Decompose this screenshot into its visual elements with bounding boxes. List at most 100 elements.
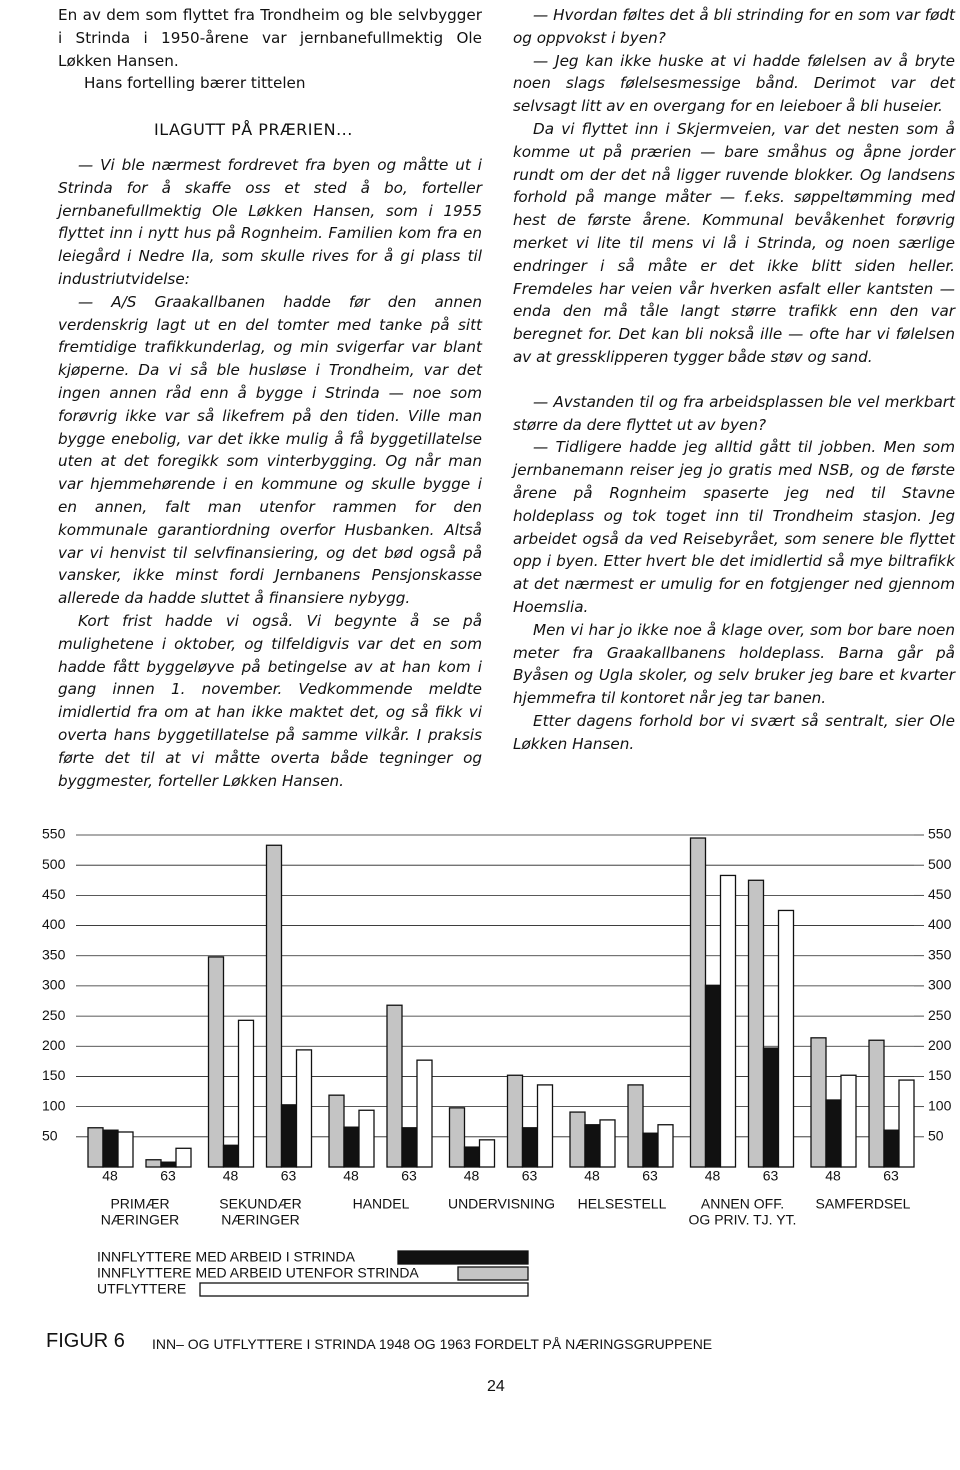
bar (237, 1019, 255, 1168)
bar (777, 909, 795, 1168)
legend-label: INNFLYTTERE MED ARBEID I STRINDA (97, 1249, 356, 1265)
y-tick-label: 100 (42, 1097, 66, 1113)
group-label: OG PRIV. TJ. YT. (689, 1212, 797, 1228)
group-label: NÆRINGER (221, 1212, 300, 1228)
y2-tick-label: 400 (928, 916, 952, 932)
figure-label: FIGUR 6 (46, 1330, 125, 1352)
bar (719, 874, 737, 1168)
intro: Hans fortelling bærer tittelen (84, 74, 306, 93)
x-tick-label: 63 (642, 1168, 658, 1184)
bar (280, 1104, 298, 1168)
right-column: — Hvordan føltes det å bli strinding for… (513, 4, 955, 756)
bar (747, 879, 765, 1168)
bar (145, 1159, 162, 1168)
y-tick-label: 300 (42, 977, 66, 993)
group-label: NÆRINGER (101, 1212, 180, 1228)
bar (175, 1147, 192, 1168)
group-label: HANDEL (353, 1196, 410, 1212)
y2-tick-label: 450 (928, 886, 952, 902)
group-label: ANNEN OFF. (701, 1196, 784, 1212)
legend-swatch (397, 1250, 529, 1265)
bar (627, 1084, 644, 1168)
bar (401, 1127, 418, 1168)
left-column: En av dem som flyttet fra Trondheim og b… (58, 4, 482, 792)
group-label: UNDERVISNING (448, 1196, 555, 1212)
legend-label: INNFLYTTERE MED ARBEID UTENFOR STRINDA (97, 1265, 419, 1281)
x-tick-label: 48 (102, 1168, 118, 1184)
bar (810, 1037, 827, 1168)
y2-tick-label: 150 (928, 1067, 952, 1083)
y2-tick-label: 100 (928, 1097, 952, 1113)
chart: 50 100 150 200 250 300 350 400 450 500 550 50 100 150… (42, 826, 952, 1297)
y-tick-label: 350 (42, 946, 66, 962)
paragraph: — Tidligere hadde jeg alltid gått til jo… (513, 438, 955, 616)
bar (506, 1074, 524, 1168)
paragraph: Men vi har jo ikke noe å klage over, som… (513, 620, 955, 708)
x-tick-label: 63 (401, 1168, 417, 1184)
y2-tick-label: 300 (928, 977, 952, 993)
y-tick-label: 150 (42, 1067, 66, 1083)
y-tick-label: 450 (42, 886, 66, 902)
x-tick-label: 48 (343, 1168, 359, 1184)
group-label: PRIMÆR (110, 1196, 169, 1212)
x-tick-label: 48 (223, 1168, 239, 1184)
legend-swatch (457, 1266, 529, 1281)
x-tick-label: 48 (464, 1168, 480, 1184)
bar (102, 1129, 119, 1168)
bar (160, 1161, 177, 1168)
paragraph: — Avstanden til og fra arbeidsplassen bl… (513, 392, 955, 434)
x-tick-label: 48 (705, 1168, 721, 1184)
bar (883, 1129, 900, 1168)
bar (599, 1119, 616, 1168)
bar (642, 1132, 659, 1168)
paragraph: — Vi ble nærmest fordrevet fra byen og m… (58, 155, 482, 288)
bar (825, 1099, 842, 1168)
bar (416, 1059, 433, 1168)
bar (328, 1094, 345, 1168)
x-tick-label: 63 (160, 1168, 176, 1184)
bar (386, 1004, 403, 1168)
bar (704, 984, 722, 1168)
paragraph: — Hvordan føltes det å bli strinding for… (513, 6, 955, 47)
x-tick-label: 48 (584, 1168, 600, 1184)
x-tick-label: 63 (763, 1168, 779, 1184)
y-tick-label: 550 (42, 826, 66, 842)
group-label: SAMFERDSEL (816, 1196, 911, 1212)
y-tick-label: 250 (42, 1007, 66, 1023)
bar (222, 1144, 240, 1168)
bar (117, 1131, 134, 1168)
bar (295, 1049, 313, 1168)
y2-tick-label: 350 (928, 946, 952, 962)
x-tick-label: 63 (883, 1168, 899, 1184)
legend-label: UTFLYTTERE (97, 1281, 186, 1297)
x-tick-label: 63 (281, 1168, 297, 1184)
y2-tick-label: 200 (928, 1037, 952, 1053)
bar (521, 1127, 539, 1168)
y2-tick-label: 500 (928, 856, 952, 872)
y-tick-label: 200 (42, 1037, 66, 1053)
x-tick-label: 63 (522, 1168, 538, 1184)
legend-swatch (199, 1282, 529, 1297)
bar (448, 1107, 466, 1168)
bar (689, 837, 707, 1168)
y2-tick-label: 50 (928, 1128, 944, 1144)
paragraph: Etter dagens forhold bor vi svært så sen… (513, 711, 955, 753)
bar (207, 956, 225, 1168)
bar (536, 1084, 554, 1168)
group-label: HELSESTELL (578, 1196, 667, 1212)
y-tick-label: 400 (42, 916, 66, 932)
bar (898, 1079, 915, 1168)
y2-tick-label: 550 (928, 826, 952, 842)
y-tick-label: 500 (42, 856, 66, 872)
bar (584, 1124, 601, 1168)
bar (265, 844, 283, 1168)
bar (87, 1127, 104, 1168)
bar (840, 1074, 857, 1168)
paragraph: Kort frist hadde vi også. Vi begynte å s… (58, 611, 482, 790)
x-tick-label: 48 (825, 1168, 841, 1184)
bar (463, 1146, 481, 1168)
y-tick-label: 50 (42, 1128, 58, 1144)
bar (569, 1111, 586, 1168)
paragraph: — Jeg kan ikke huske at vi hadde følelse… (513, 51, 955, 116)
